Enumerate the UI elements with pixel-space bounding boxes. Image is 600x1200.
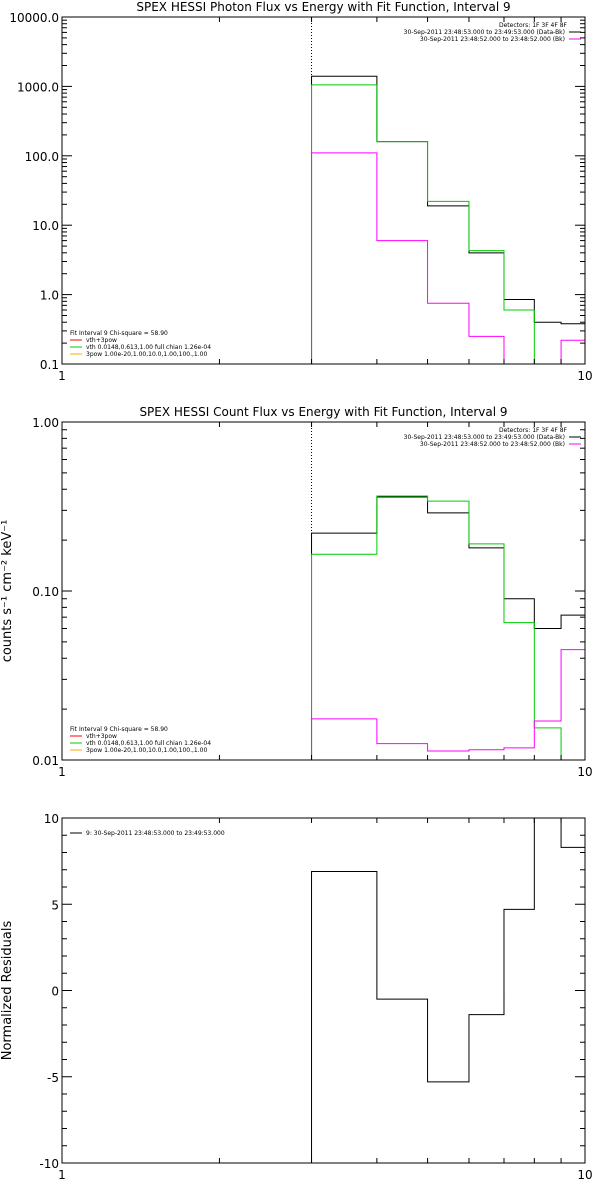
legend-left-entry: 9: 30-Sep-2011 23:48:53.000 to 23:49:53.… (86, 830, 225, 837)
legend-right-entry: Detectors: 1F 3F 4F 8F (499, 22, 568, 29)
legend-left-entry: vth 0.0148,0.613,1.00 full chian 1.26e-0… (86, 740, 211, 747)
legend-left-entry: 3pow 1.00e-20,1.00,10.0,1.00,100.,1.00 (86, 747, 207, 754)
plot-frame (61, 421, 586, 761)
series-3-line (311, 649, 585, 760)
series-2-line (311, 495, 562, 760)
legend-left-entry: vth 0.0148,0.613,1.00 full chian 1.26e-0… (86, 344, 211, 351)
y-tick-label: -5 (47, 1071, 59, 1085)
x-tick-label: 10 (577, 1168, 592, 1182)
y-tick-label: 0.1 (40, 358, 59, 372)
legend-left-entry: Fit Interval 9 Chi-square = 58.90 (70, 726, 168, 733)
y-tick-label: 100.0 (25, 150, 59, 164)
plot-frame (61, 817, 586, 1164)
legend-right-entry: Detectors: 1F 3F 4F 8F (499, 427, 568, 434)
series-1-line (311, 818, 585, 1163)
plot-frame (61, 16, 586, 365)
y-tick-label: 0.10 (32, 585, 59, 599)
y-tick-label: 10.0 (32, 219, 59, 233)
y-axis-label: counts s⁻¹ cm⁻² keV⁻¹ (0, 520, 15, 663)
y-tick-label: 5 (51, 898, 59, 912)
y-tick-label: -10 (39, 1157, 59, 1171)
legend-right-entry: 30-Sep-2011 23:48:52.000 to 23:48:52.000… (420, 36, 565, 43)
y-tick-label: 10 (44, 812, 59, 826)
y-axis-label: Normalized Residuals (0, 921, 15, 1061)
series-3-line (311, 152, 585, 364)
legend-right-entry: 30-Sep-2011 23:48:53.000 to 23:49:53.000… (404, 29, 565, 36)
series-2-line (311, 84, 535, 364)
y-tick-label: 10000.0 (9, 11, 59, 25)
y-tick-label: 0.01 (32, 754, 59, 768)
x-tick-label: 1 (58, 765, 66, 779)
x-tick-label: 10 (577, 765, 592, 779)
chart-panel-2: SPEX HESSI Count Flux vs Energy with Fit… (0, 405, 593, 779)
y-tick-label: 1000.0 (17, 80, 59, 94)
series-1-line (311, 496, 585, 760)
legend-right-entry: 30-Sep-2011 23:48:52.000 to 23:48:52.000… (420, 441, 565, 448)
legend-left-entry: Fit Interval 9 Chi-square = 58.90 (70, 330, 168, 337)
chart-panel-1: SPEX HESSI Photon Flux vs Energy with Fi… (9, 0, 592, 383)
x-tick-label: 1 (58, 1168, 66, 1182)
x-tick-label: 10 (577, 369, 592, 383)
chart-title: SPEX HESSI Count Flux vs Energy with Fit… (139, 405, 507, 419)
x-tick-label: 1 (58, 369, 66, 383)
y-tick-label: 0 (51, 985, 59, 999)
y-tick-label: 1.0 (40, 289, 59, 303)
chart-title: SPEX HESSI Photon Flux vs Energy with Fi… (136, 0, 510, 14)
legend-left-entry: vth+3pow (86, 733, 117, 740)
chart-panel-3: Normalized Residuals 1 10 -10 -5 0 5 10 9: 30-Se… (0, 812, 593, 1182)
legend-right-entry: 30-Sep-2011 23:48:53.000 to 23:49:53.000… (404, 434, 565, 441)
legend-left-entry: vth+3pow (86, 337, 117, 344)
series-1-line (311, 75, 585, 364)
y-tick-label: 1.00 (32, 416, 59, 430)
legend-left-entry: 3pow 1.00e-20,1.00,10.0,1.00,100.,1.00 (86, 351, 207, 358)
